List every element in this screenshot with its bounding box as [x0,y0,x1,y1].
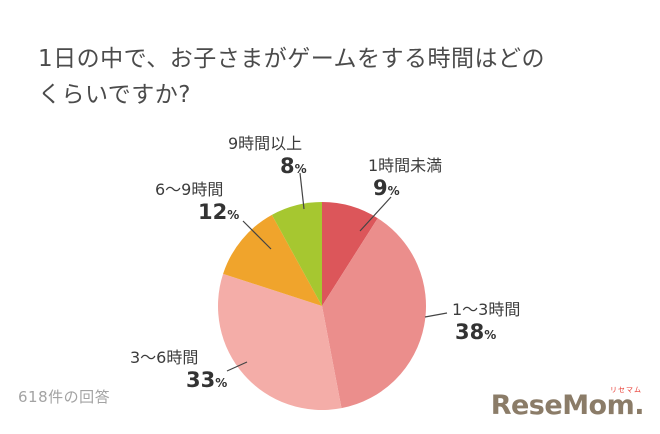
slice-label-6-9-hours: 6〜9時間 12% [155,180,240,224]
response-count: 618件の回答 [18,388,111,406]
slice-percent: 9% [373,176,400,200]
pie-slice-1 [322,218,427,409]
slice-percent: 38% [455,320,497,344]
slice-percent: 33% [186,368,228,392]
pie-slice-2 [217,273,342,411]
leader-line [226,361,248,372]
pie-slice-4 [271,202,322,306]
leader-line [359,196,392,232]
pie-slice-3 [223,214,322,306]
pie-slice-0 [322,202,378,306]
slice-label-3-6-hours: 3〜6時間 33% [130,348,228,392]
leader-line [299,172,305,210]
leader-line [424,312,448,318]
resemom-logo-text: ReseMom. [490,390,645,421]
chart-title: 1日の中で、お子さまがゲームをする時間はどの くらいですか? [38,42,638,113]
slice-percent: 12% [198,200,240,224]
slice-label-under-1-hour: 1時間未満 9% [368,156,443,200]
resemom-logo: ReseMom. リセマム [490,387,645,421]
chart-title-line2: くらいですか? [38,81,192,108]
slice-percent: 8% [280,154,307,178]
chart-title-line1: 1日の中で、お子さまがゲームをする時間はどの [38,46,546,72]
resemom-logo-ruby: リセマム [610,386,642,394]
leader-line [242,220,272,250]
slice-label-9plus-hours: 9時間以上 8% [228,134,307,178]
slice-label-1-3-hours: 1〜3時間 38% [452,300,521,344]
